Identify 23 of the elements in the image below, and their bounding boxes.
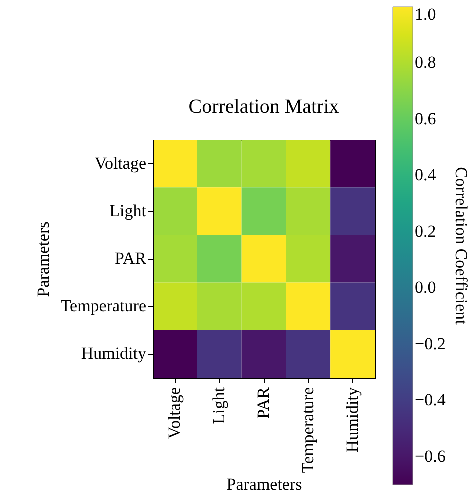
x-axis-title: Parameters [226,475,302,494]
y-tick-label: Temperature [60,296,146,316]
y-axis-title: Parameters [34,222,53,298]
x-tick-label: PAR [254,386,273,420]
color-bar-label: 0.6 [415,109,436,128]
y-tick-label: PAR [114,249,148,268]
color-bar-label: 0.8 [415,53,436,72]
chart-title: Correlation Matrix [188,96,340,118]
color-bar-label: −0.4 [415,390,446,410]
color-bar-label: −0.6 [415,446,446,466]
y-tick-label: Humidity [81,344,147,364]
color-bar-title: Correlation Coefficient [452,167,470,326]
color-bar-label: 1.0 [415,5,436,24]
color-bar-label: −0.2 [415,334,446,354]
x-tick-label: Humidity [342,387,362,453]
x-tick-label: Temperature [298,388,318,474]
x-tick-label: Voltage [165,388,184,440]
x-tick-label: Light [210,387,229,424]
color-bar-label: 0.0 [415,278,436,298]
color-bar-label: 0.2 [415,222,436,241]
y-tick-label: Light [110,201,147,220]
color-bar-label: 0.4 [415,166,437,185]
y-tick-label: Voltage [94,154,146,173]
